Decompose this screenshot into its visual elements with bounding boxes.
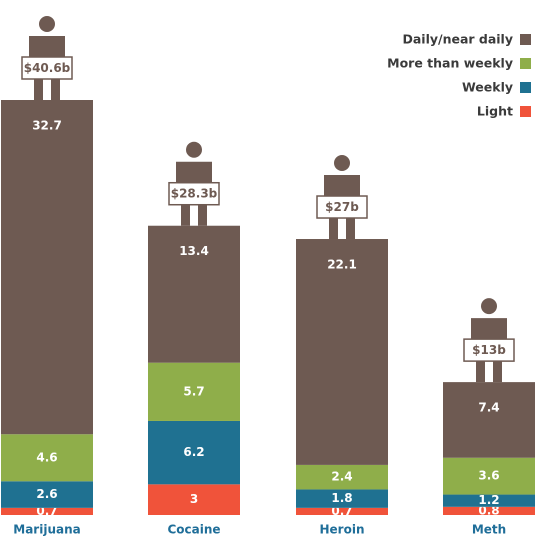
data-label: 32.7 [32, 119, 62, 133]
bar-segment [148, 484, 240, 515]
legend-swatch [520, 106, 531, 117]
total-label: $40.6b [24, 61, 71, 75]
x-tick-label: Meth [472, 523, 506, 537]
total-tag [21, 56, 73, 80]
data-label: 3.6 [478, 469, 499, 483]
total-label: $27b [325, 200, 359, 214]
total-tag [463, 338, 515, 362]
legend-label: Light [477, 104, 513, 119]
bar-segment [296, 489, 388, 508]
bar-segment [148, 362, 240, 421]
total-tag [168, 181, 220, 206]
body [29, 36, 65, 100]
data-label: 3 [190, 492, 198, 506]
data-label: 22.1 [327, 258, 357, 272]
total-label: $28.3b [171, 187, 218, 201]
bar-segment [443, 494, 535, 507]
data-label: 1.2 [478, 493, 499, 507]
head [39, 16, 55, 32]
bar-segment [1, 434, 93, 482]
body [471, 318, 507, 383]
bar-segment [296, 464, 388, 490]
data-label: 6.2 [183, 445, 204, 459]
body [324, 175, 360, 240]
bar-segment [148, 420, 240, 485]
data-label: 7.4 [478, 401, 499, 415]
x-tick-label: Heroin [320, 523, 365, 537]
total-tag [316, 195, 368, 219]
head [186, 141, 202, 158]
bar-segment [148, 225, 240, 363]
legend-label: More than weekly [387, 56, 513, 71]
data-label: 1.8 [331, 491, 352, 505]
legend-label: Daily/near daily [402, 32, 513, 47]
person-icon [471, 298, 507, 383]
legend-swatch [520, 82, 531, 93]
data-label: 2.6 [36, 487, 57, 501]
head [334, 155, 350, 172]
person-icon [324, 155, 360, 240]
bar-segment [296, 507, 388, 515]
legend-swatch [520, 58, 531, 69]
person-icon [176, 141, 212, 226]
head [481, 298, 497, 315]
data-label: 13.4 [179, 244, 209, 258]
data-label: 0.8 [478, 503, 499, 517]
body [176, 161, 212, 226]
bar-segment [443, 382, 535, 458]
bar-segment [1, 100, 93, 435]
data-label: 2.4 [331, 470, 352, 484]
legend-label: Weekly [462, 80, 513, 95]
bar-segment [443, 457, 535, 495]
total-label: $13b [472, 343, 506, 357]
legend-swatch [520, 34, 531, 45]
person-icon [29, 16, 65, 100]
data-label: 4.6 [36, 450, 57, 464]
bar-segment [1, 481, 93, 508]
x-tick-label: Cocaine [167, 523, 220, 537]
data-label: 5.7 [183, 384, 204, 398]
bar-segment [296, 239, 388, 465]
x-tick-label: Marijuana [13, 523, 80, 537]
bar-segment [1, 507, 93, 515]
bar-segment [443, 506, 535, 515]
